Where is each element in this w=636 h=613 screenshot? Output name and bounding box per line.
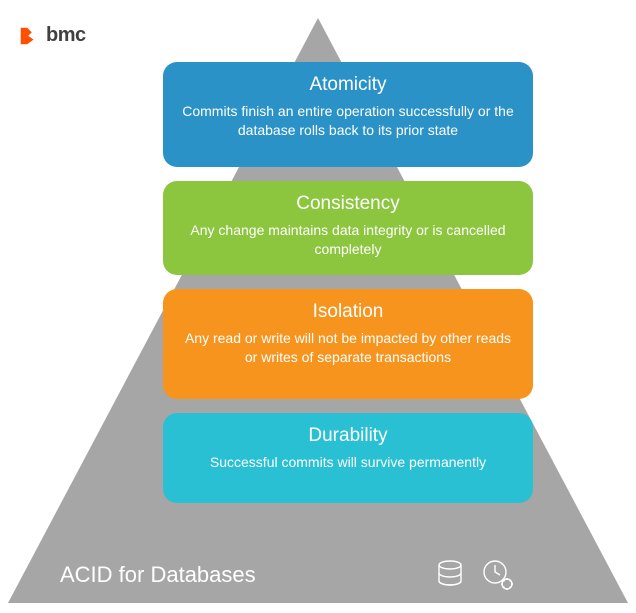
card-isolation: Isolation Any read or write will not be … [163,289,533,399]
card-title: Consistency [181,193,515,215]
card-desc: Any change maintains data integrity or i… [181,221,515,259]
card-title: Atomicity [181,74,515,96]
database-icon [432,557,468,593]
card-desc: Any read or write will not be impacted b… [181,329,515,367]
card-atomicity: Atomicity Commits finish an entire opera… [163,62,533,167]
footer-icons [432,557,516,593]
card-desc: Commits finish an entire operation succe… [181,102,515,140]
card-durability: Durability Successful commits will survi… [163,413,533,503]
card-consistency: Consistency Any change maintains data in… [163,181,533,275]
clock-gear-icon [480,557,516,593]
footer: ACID for Databases [60,557,576,593]
card-desc: Successful commits will survive permanen… [181,453,515,472]
card-title: Isolation [181,301,515,323]
footer-title: ACID for Databases [60,562,256,588]
card-stack: Atomicity Commits finish an entire opera… [0,62,636,503]
card-title: Durability [181,425,515,447]
